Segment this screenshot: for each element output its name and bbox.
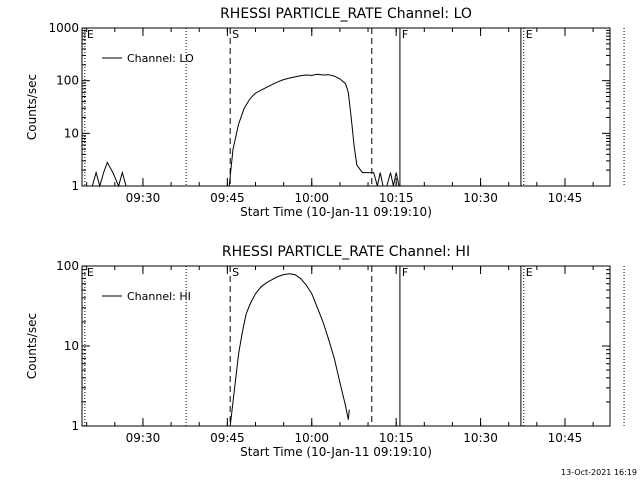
chart-title: RHESSI PARTICLE_RATE Channel: LO [220,6,472,22]
y-axis-label: Counts/sec [25,74,39,140]
y-tick-label: 1 [71,179,79,193]
x-tick-label: 10:15 [379,431,414,445]
y-tick-label: 1 [71,419,79,433]
plot-frame [81,27,611,187]
y-tick-label: 1000 [48,21,79,35]
event-marker-label: S [232,266,239,279]
footer-timestamp: 13-Oct-2021 16:19 [561,468,637,477]
legend-label: Channel: LO [127,52,194,65]
event-marker-label: E [526,28,533,41]
x-axis-label: Start Time (10-Jan-11 09:19:10) [240,205,432,219]
y-tick-label: 10 [64,126,79,140]
x-axis-label: Start Time (10-Jan-11 09:19:10) [240,445,432,459]
event-marker-label: F [402,28,408,41]
series-line [91,73,400,188]
x-tick-label: 09:45 [210,431,245,445]
lo-channel-panel: RHESSI PARTICLE_RATE Channel: LO 1 10 100 10… [25,6,625,219]
x-tick-label: 10:30 [463,191,498,205]
chart-title: RHESSI PARTICLE_RATE Channel: HI [222,244,470,260]
x-tick-label: 09:30 [126,431,161,445]
series-line [229,273,350,427]
y-tick-label: 100 [56,259,79,273]
y-tick-label: 100 [56,74,79,88]
event-marker-label: E [87,266,94,279]
x-tick-label: 10:30 [463,431,498,445]
x-tick-label: 10:45 [548,191,583,205]
event-marker-label: E [526,266,533,279]
x-tick-label: 10:00 [294,191,329,205]
x-tick-label: 09:30 [126,191,161,205]
x-tick-label: 10:45 [548,431,583,445]
legend-label: Channel: HI [127,290,191,303]
x-tick-label: 10:15 [379,191,414,205]
x-tick-label: 09:45 [210,191,245,205]
hi-channel-panel: RHESSI PARTICLE_RATE Channel: HI 1 10 100 09… [25,244,625,459]
event-marker-label: E [87,28,94,41]
event-marker-label: S [232,28,239,41]
event-marker-label: F [402,266,408,279]
y-axis-label: Counts/sec [25,313,39,379]
y-tick-label: 10 [64,339,79,353]
x-tick-label: 10:00 [294,431,329,445]
